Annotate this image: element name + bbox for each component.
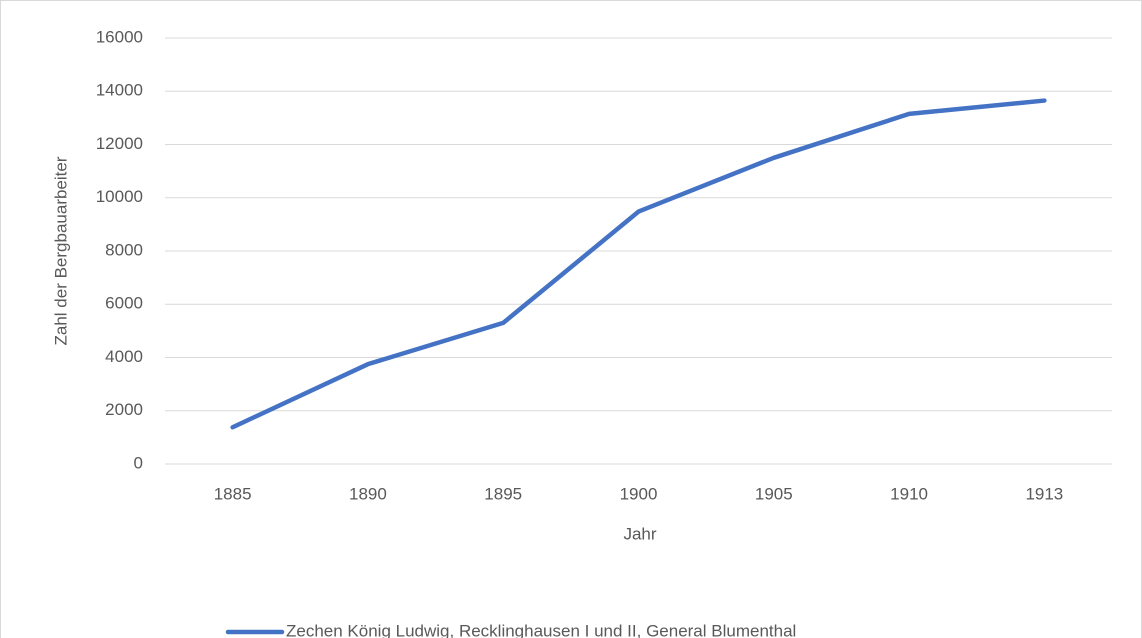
x-tick-label: 1895 <box>484 484 522 503</box>
x-tick-label: 1890 <box>349 484 387 503</box>
x-tick-label: 1900 <box>620 484 658 503</box>
y-tick-label: 6000 <box>105 294 143 313</box>
y-tick-label: 12000 <box>96 134 143 153</box>
data-line <box>230 98 1047 430</box>
y-axis-label: Zahl der Bergbauarbeiter <box>51 156 70 345</box>
y-tick-label: 4000 <box>105 347 143 366</box>
y-tick-label: 14000 <box>96 81 143 100</box>
y-tick-label: 2000 <box>105 400 143 419</box>
x-tick-label: 1910 <box>890 484 928 503</box>
x-tick-label: 1885 <box>214 484 252 503</box>
x-tick-label: 1913 <box>1025 484 1063 503</box>
x-axis-label: Jahr <box>623 524 656 543</box>
x-tick-label: 1905 <box>755 484 793 503</box>
y-tick-label: 0 <box>134 453 143 472</box>
y-tick-label: 10000 <box>96 187 143 206</box>
legend-label: Zechen König Ludwig, Recklinghausen I un… <box>286 621 796 638</box>
y-tick-label: 8000 <box>105 240 143 259</box>
y-tick-label: 16000 <box>96 27 143 46</box>
